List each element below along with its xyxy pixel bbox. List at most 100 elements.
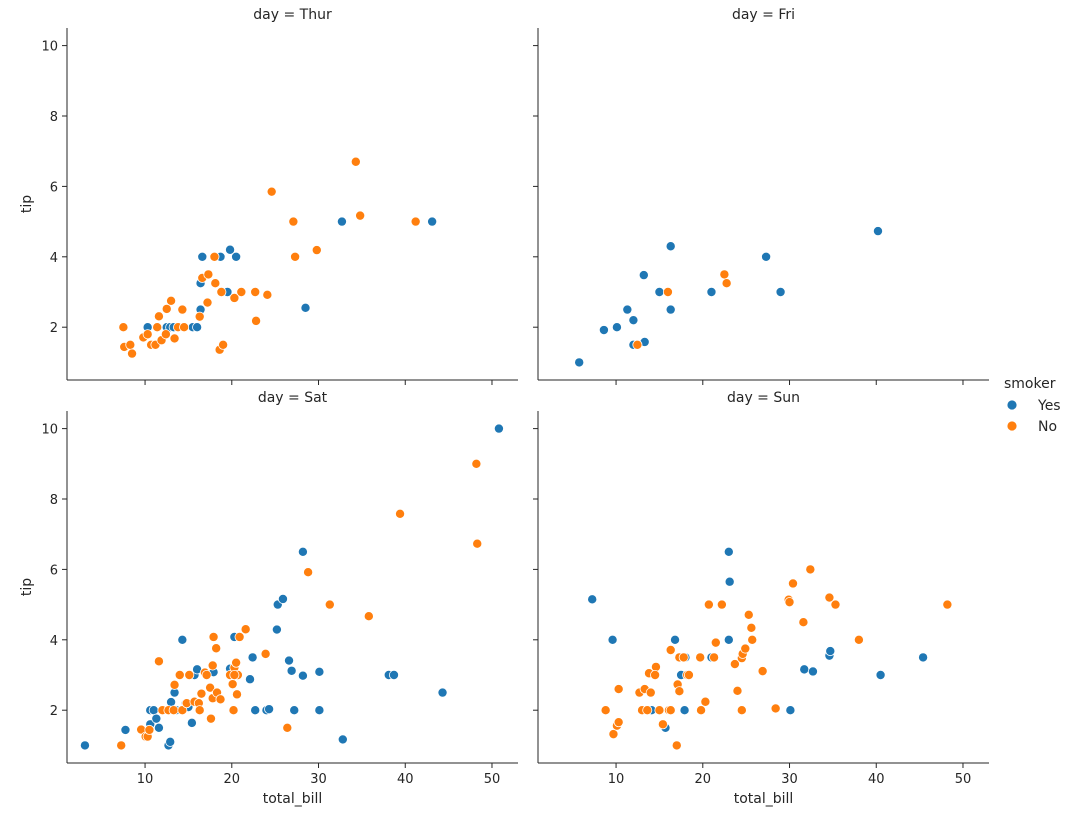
x-axis-label: total_bill: [734, 791, 794, 807]
data-point-yes: [297, 546, 308, 557]
y-tick-label: 4: [50, 251, 58, 266]
data-point-no: [824, 592, 835, 603]
data-point-yes: [186, 717, 197, 728]
data-point-yes: [245, 674, 256, 685]
y-tick-label: 10: [41, 40, 58, 55]
data-point-no: [231, 657, 242, 668]
data-point-no: [600, 705, 611, 716]
data-point-no: [169, 333, 180, 344]
data-point-no: [205, 682, 216, 693]
y-tick-label: 10: [41, 423, 58, 438]
series-no: [116, 458, 483, 751]
data-point-yes: [277, 593, 288, 604]
data-point-yes: [799, 664, 810, 675]
data-point-no: [290, 251, 301, 262]
data-point-yes: [665, 241, 676, 252]
data-point-no: [703, 599, 714, 610]
panel-thur: day = Thur 2 4 6 8 10 tip: [19, 7, 518, 385]
data-point-no: [665, 705, 676, 716]
data-point-no: [236, 286, 247, 297]
legend-title: smoker: [1004, 376, 1056, 392]
data-point-no: [798, 617, 809, 628]
data-point-no: [161, 303, 172, 314]
y-tick-label: 4: [50, 634, 58, 649]
x-tick-label: 20: [224, 772, 241, 787]
data-point-no: [662, 286, 673, 297]
data-point-no: [683, 670, 694, 681]
data-point-no: [144, 724, 155, 735]
series-yes: [142, 216, 438, 333]
data-point-no: [709, 652, 720, 663]
data-point-no: [729, 659, 740, 670]
data-point-yes: [638, 270, 649, 281]
facet-panels: day = Thur 2 4 6 8 10 tip day = Fri day = Sat 10 2…: [19, 7, 989, 807]
x-tick-label: 30: [310, 772, 327, 787]
data-point-no: [142, 329, 153, 340]
data-point-yes: [250, 705, 261, 716]
data-point-yes: [297, 670, 308, 681]
data-point-no: [471, 458, 482, 469]
x-tick-label: 20: [695, 772, 712, 787]
data-point-no: [288, 216, 299, 227]
data-point-yes: [192, 322, 203, 333]
data-point-yes: [300, 302, 311, 313]
data-point-yes: [437, 687, 448, 698]
x-tick-label: 50: [484, 772, 501, 787]
data-point-yes: [775, 286, 786, 297]
data-point-yes: [574, 357, 585, 368]
data-point-no: [184, 670, 195, 681]
data-point-no: [674, 686, 685, 697]
data-point-yes: [314, 666, 325, 677]
data-point-yes: [918, 652, 929, 663]
data-point-no: [740, 643, 751, 654]
data-point-no: [770, 703, 781, 714]
panel-sun: day = Sun 10 20 30 40 50 total_bill: [533, 390, 989, 807]
data-point-no: [696, 705, 707, 716]
legend-label-no: No: [1038, 419, 1057, 435]
data-point-no: [240, 624, 251, 635]
data-point-no: [695, 652, 706, 663]
data-point-no: [202, 297, 213, 308]
data-point-no: [266, 186, 277, 197]
data-point-no: [127, 348, 138, 359]
data-point-yes: [264, 704, 275, 715]
data-point-no: [350, 156, 361, 167]
data-point-no: [650, 670, 661, 681]
data-point-yes: [654, 286, 665, 297]
data-point-no: [654, 705, 665, 716]
data-point-yes: [165, 736, 176, 747]
data-point-no: [208, 631, 219, 642]
data-point-yes: [284, 655, 295, 666]
data-point-no: [229, 670, 240, 681]
y-tick-label: 2: [50, 704, 58, 719]
data-point-yes: [225, 244, 236, 255]
data-point-no: [282, 722, 293, 733]
data-point-no: [613, 717, 624, 728]
data-point-no: [657, 719, 668, 730]
data-point-yes: [336, 216, 347, 227]
data-point-no: [216, 286, 227, 297]
legend-marker-no: [1006, 420, 1018, 432]
data-point-yes: [622, 304, 633, 315]
series-yes: [587, 546, 929, 733]
panel-title: day = Fri: [732, 7, 795, 23]
data-point-yes: [587, 594, 598, 605]
data-point-no: [747, 634, 758, 645]
data-point-no: [716, 599, 727, 610]
x-tick-label: 10: [608, 772, 625, 787]
legend-label-yes: Yes: [1037, 398, 1061, 414]
data-point-no: [710, 637, 721, 648]
data-point-no: [201, 670, 212, 681]
data-point-yes: [723, 546, 734, 557]
data-point-no: [227, 679, 238, 690]
data-point-yes: [231, 251, 242, 262]
legend-marker-yes: [1006, 399, 1018, 411]
data-point-no: [228, 705, 239, 716]
data-point-no: [700, 696, 711, 707]
data-point-yes: [120, 724, 131, 735]
y-tick-label: 8: [50, 493, 58, 508]
data-point-no: [168, 705, 179, 716]
data-point-yes: [611, 322, 622, 333]
data-point-no: [853, 634, 864, 645]
